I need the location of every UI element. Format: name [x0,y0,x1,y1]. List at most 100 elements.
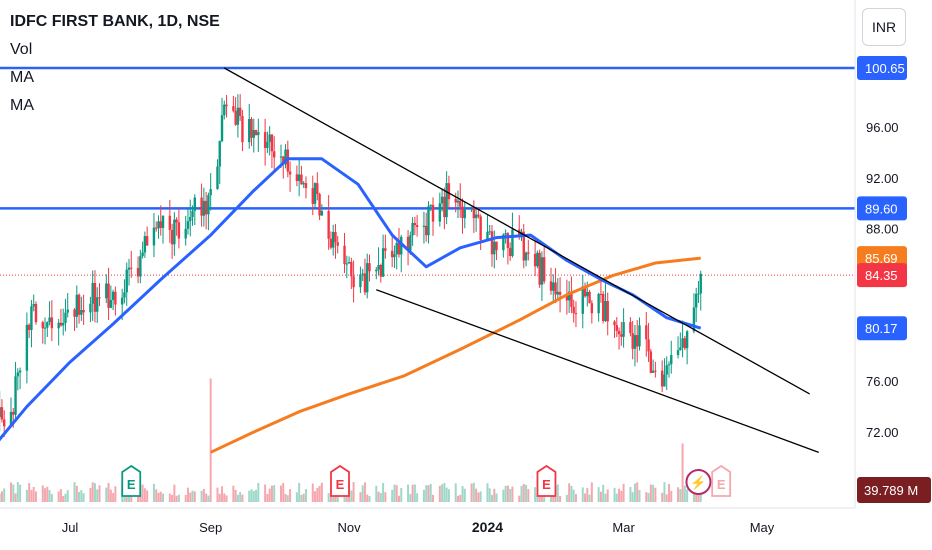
candle-body [411,222,414,236]
volume-bar [96,489,99,502]
currency-button[interactable]: INR [862,8,906,46]
candle-body [189,217,192,222]
candle-body [204,200,208,215]
candle-body [186,221,190,229]
candle-body [685,331,689,349]
volume-bar [82,493,85,502]
candle-body [447,183,451,200]
candle-body [152,227,156,246]
dividend-marker-icon [685,469,712,495]
candle-body [670,355,673,365]
ma-indicator-label-1[interactable]: MA [10,69,34,86]
volume-bar [255,489,258,502]
candle-body [143,236,147,253]
candle-body [647,339,650,352]
volume-bar [518,495,521,502]
volume-bar [411,484,414,502]
price-tick-label: 76.00 [866,374,899,389]
candle-body [540,257,544,285]
volume-bar [479,491,482,502]
volume-bar [248,490,251,502]
volume-bar [697,489,700,502]
candle-body [218,141,221,167]
volume-bar [649,484,652,502]
candle-body [350,262,353,277]
volume-bar [50,494,53,502]
volume-bar [57,491,60,502]
ma-indicator-label-2[interactable]: MA [10,97,34,114]
candle-body [511,229,514,256]
volume-bar [114,486,117,502]
candle-body [27,324,31,330]
volume-bar [559,495,562,502]
candle-body [80,310,83,315]
candle-body [479,216,482,241]
volume-bar [652,484,655,502]
candle-body [359,274,362,288]
candle-body [46,322,49,328]
volume-bar [382,482,385,502]
volume-bar [443,482,446,502]
price-label-text: 89.60 [865,201,898,216]
price-label-badge [857,263,907,288]
volume-bar [606,489,609,502]
volume-bar [168,493,171,502]
candle-body [59,322,63,326]
volume-bar [536,493,539,502]
volume-bar [463,488,466,502]
volume-bar [112,492,115,502]
candle-body [257,132,260,136]
candle-body [266,141,269,148]
candle-body [524,252,528,261]
volume-bar [257,483,260,502]
candle-body [345,263,348,265]
candle-body [284,149,287,165]
candle-body [75,294,79,317]
candle-body [168,215,172,230]
volume-bar [488,488,491,502]
candle-body [320,210,324,216]
candle-body [488,231,491,233]
candle-body [316,183,319,195]
price-label-badge [857,316,907,341]
candle-body [14,376,17,415]
volume-bar [32,486,35,502]
volume-bar [663,482,666,502]
volume-bar [46,486,49,502]
candle-body [98,297,101,299]
candle-body [413,222,417,226]
candle-body [381,248,385,277]
volume-bar [667,483,670,502]
time-tick-label: 2024 [472,519,503,535]
earnings-marker-label: E [336,477,345,492]
earnings-marker-icon [536,464,557,497]
candle-body [572,306,575,314]
volume-bar [186,487,189,502]
candle-body [57,322,60,329]
volume-bar [407,484,410,502]
volume-bar [157,492,160,502]
symbol-title[interactable]: IDFC FIRST BANK, 1D, NSE [10,13,220,30]
volume-bar [44,488,47,502]
volume-bar [270,485,273,502]
volume-bar [368,495,371,502]
candle-body [270,134,274,152]
volume-indicator-label[interactable]: Vol [10,41,33,58]
candle-body [159,221,162,228]
candle-body [220,115,224,142]
time-tick-label: Mar [612,520,635,535]
volume-bar [152,483,155,502]
volume-bar [470,483,473,502]
volume-bar [300,494,303,502]
candle-body [347,262,351,264]
volume-bar [459,494,462,502]
candle-body [114,291,117,305]
price-tick-label: 92.00 [866,171,899,186]
volume-bar [304,489,307,502]
volume-bar [445,487,448,502]
ma-short-line [0,157,702,442]
volume-bar [520,485,523,502]
volume-bar [216,487,219,502]
volume-bar [393,484,396,502]
